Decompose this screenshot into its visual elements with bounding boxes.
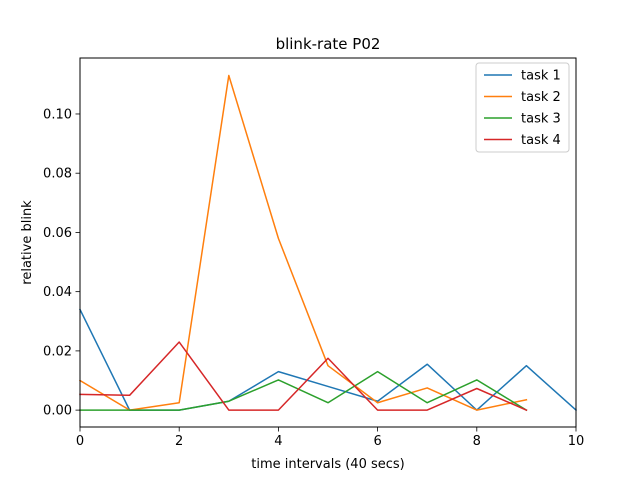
x-tick-label: 8 xyxy=(473,434,481,449)
y-tick-label: 0.02 xyxy=(43,344,72,359)
y-tick-label: 0.04 xyxy=(43,285,72,300)
y-axis: 0.00 0.02 0.04 0.06 0.08 0.10 xyxy=(43,107,80,419)
x-tick-label: 6 xyxy=(373,434,381,449)
series-line-2 xyxy=(78,74,528,411)
legend-label-1: task 1 xyxy=(521,69,561,84)
x-axis-label: time intervals (40 secs) xyxy=(251,457,404,472)
x-tick-label: 10 xyxy=(568,434,585,449)
y-tick-label: 0.10 xyxy=(43,107,72,122)
legend-label-2: task 2 xyxy=(521,90,561,105)
series-layer xyxy=(78,74,578,412)
plot-frame xyxy=(79,57,577,428)
y-axis-label: relative blink xyxy=(20,200,35,285)
x-axis: 0 2 4 6 8 10 xyxy=(76,427,584,449)
chart-title: blink-rate P02 xyxy=(276,35,381,53)
y-tick-label: 0.06 xyxy=(43,226,72,241)
legend: task 1 task 2 task 3 task 4 xyxy=(475,62,570,153)
legend-label-3: task 3 xyxy=(521,112,561,127)
legend-box xyxy=(475,62,570,153)
x-tick-label: 2 xyxy=(175,434,183,449)
legend-label-4: task 4 xyxy=(521,133,561,148)
y-tick-label: 0.00 xyxy=(43,404,72,419)
series-line-3 xyxy=(79,370,528,412)
y-tick-label: 0.08 xyxy=(43,167,72,182)
x-tick-label: 4 xyxy=(274,434,282,449)
series-line-4 xyxy=(79,341,528,412)
x-tick-label: 0 xyxy=(76,434,84,449)
